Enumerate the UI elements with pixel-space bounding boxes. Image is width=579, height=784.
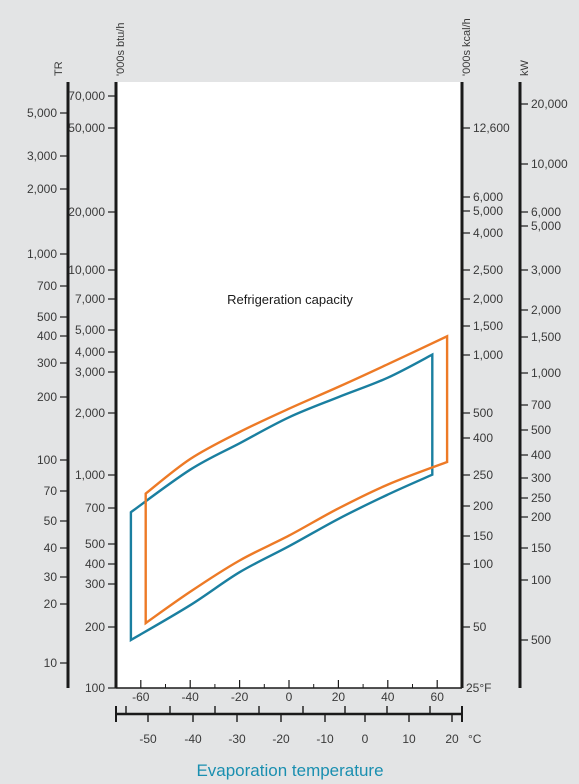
tick-label: 700	[37, 279, 57, 293]
tick-label: 200	[37, 390, 57, 404]
tick-label: 2,000	[531, 303, 561, 317]
tick-label: 500	[531, 423, 551, 437]
series-layer	[129, 334, 449, 643]
tick-label: 20	[44, 597, 58, 611]
tick-label: 700	[85, 501, 105, 515]
tick-label: 1,000	[75, 468, 105, 482]
tick-label: 40	[44, 541, 58, 555]
tick-label: 3,000	[27, 149, 57, 163]
x-unit-c: °C	[468, 732, 482, 746]
tick-label: 6,000	[531, 205, 561, 219]
tick-label: 2,000	[473, 292, 503, 306]
series-envelope-2	[144, 334, 449, 626]
tick-label: 4,000	[473, 226, 503, 240]
x-tick-c-label: -50	[139, 732, 157, 746]
x-tick-f-label: 40	[381, 690, 395, 704]
tick-label: 12,600	[473, 121, 510, 135]
x-tick-f-label: -20	[231, 690, 249, 704]
tick-label: 150	[473, 529, 493, 543]
tick-label: 1,500	[531, 330, 561, 344]
tick-label: 2,000	[27, 182, 57, 196]
tick-label: 5,000	[75, 323, 105, 337]
tick-label: 5,000	[27, 106, 57, 120]
x-axis-label: Evaporation temperature	[196, 761, 383, 780]
x-tick-f-label: -40	[182, 690, 200, 704]
tick-label: 20,000	[68, 205, 105, 219]
tick-label: 5,000	[473, 204, 503, 218]
tick-label: 7,000	[75, 292, 105, 306]
chart-title: Refrigeration capacity	[227, 292, 353, 307]
tick-label: 400	[37, 329, 57, 343]
tick-label: 30	[44, 570, 58, 584]
tick-label: 5,000	[531, 219, 561, 233]
tick-label: 400	[473, 431, 493, 445]
x-tick-f-label: 60	[431, 690, 445, 704]
tick-label: 400	[85, 557, 105, 571]
tick-label: 2,500	[473, 263, 503, 277]
x-tick-c-label: -10	[316, 732, 334, 746]
tick-label: 400	[531, 448, 551, 462]
tick-label: 3,000	[531, 263, 561, 277]
tick-label: 300	[531, 471, 551, 485]
tick-label: 500	[531, 633, 551, 647]
tick-label: 1,000	[27, 247, 57, 261]
tick-label: 4,000	[75, 345, 105, 359]
plot-area	[116, 82, 462, 688]
tick-label: 700	[531, 398, 551, 412]
tick-label: 250	[531, 491, 551, 505]
tick-label: 100	[531, 573, 551, 587]
tick-label: 300	[85, 577, 105, 591]
tick-label: 50,000	[68, 121, 105, 135]
x-axis-celsius: -50 -40 -30 -20 -10 0 10 20	[115, 706, 463, 746]
tick-label: 500	[473, 406, 493, 420]
tick-label: 10,000	[68, 263, 105, 277]
tick-label: 70,000	[68, 89, 105, 103]
tick-label: 3,000	[75, 365, 105, 379]
tick-label: 70	[44, 484, 58, 498]
tick-label: 1,000	[473, 348, 503, 362]
tr-axis: 5,000 3,000 2,000 1,000 700 500 400 300 200 100 70…	[27, 106, 68, 670]
x-tick-f-label: -60	[132, 690, 150, 704]
unit-tr: TR	[53, 61, 65, 76]
unit-kw: kW	[519, 60, 531, 77]
tick-label: 100	[473, 557, 493, 571]
x-tick-c-label: 10	[402, 732, 416, 746]
x-tick-c-label: 0	[362, 732, 369, 746]
x-tick-c-label: 20	[445, 732, 459, 746]
tick-label: 500	[85, 537, 105, 551]
tick-label: 300	[37, 356, 57, 370]
x-tick-c-label: -40	[184, 732, 202, 746]
tick-label: 200	[531, 510, 551, 524]
tick-label: 10	[44, 656, 58, 670]
series-envelope-1	[129, 352, 434, 643]
tick-label: 100	[85, 681, 105, 695]
btu-axis: 70,000 50,000 20,000 10,000 7,000 5,000 4,000 3…	[68, 89, 116, 695]
unit-btu: '000s btu/h	[115, 23, 127, 76]
tick-label: 1,500	[473, 319, 503, 333]
tick-label: 200	[85, 620, 105, 634]
tick-label: 250	[473, 468, 493, 482]
tick-label: 20,000	[531, 97, 568, 111]
tick-label: 50	[473, 620, 487, 634]
tick-label: 6,000	[473, 190, 503, 204]
x-tick-f-label: 0	[286, 690, 293, 704]
tick-label: 50	[44, 514, 58, 528]
tick-label: 2,000	[75, 406, 105, 420]
tick-label: 500	[37, 310, 57, 324]
x-axis-fahrenheit: -60 -40 -20 0 20 40 60	[132, 680, 444, 704]
tick-label: 10,000	[531, 157, 568, 171]
unit-kcal: '000s kcal/h	[461, 18, 473, 76]
tick-label: 100	[37, 453, 57, 467]
x-tick-c-label: -30	[228, 732, 246, 746]
x-tick-f-label: 20	[332, 690, 346, 704]
tick-label: 200	[473, 499, 493, 513]
tick-label: 150	[531, 541, 551, 555]
x-tick-c-label: -20	[272, 732, 290, 746]
tick-label: 1,000	[531, 366, 561, 380]
x-end-label-f: 25°F	[466, 681, 491, 695]
